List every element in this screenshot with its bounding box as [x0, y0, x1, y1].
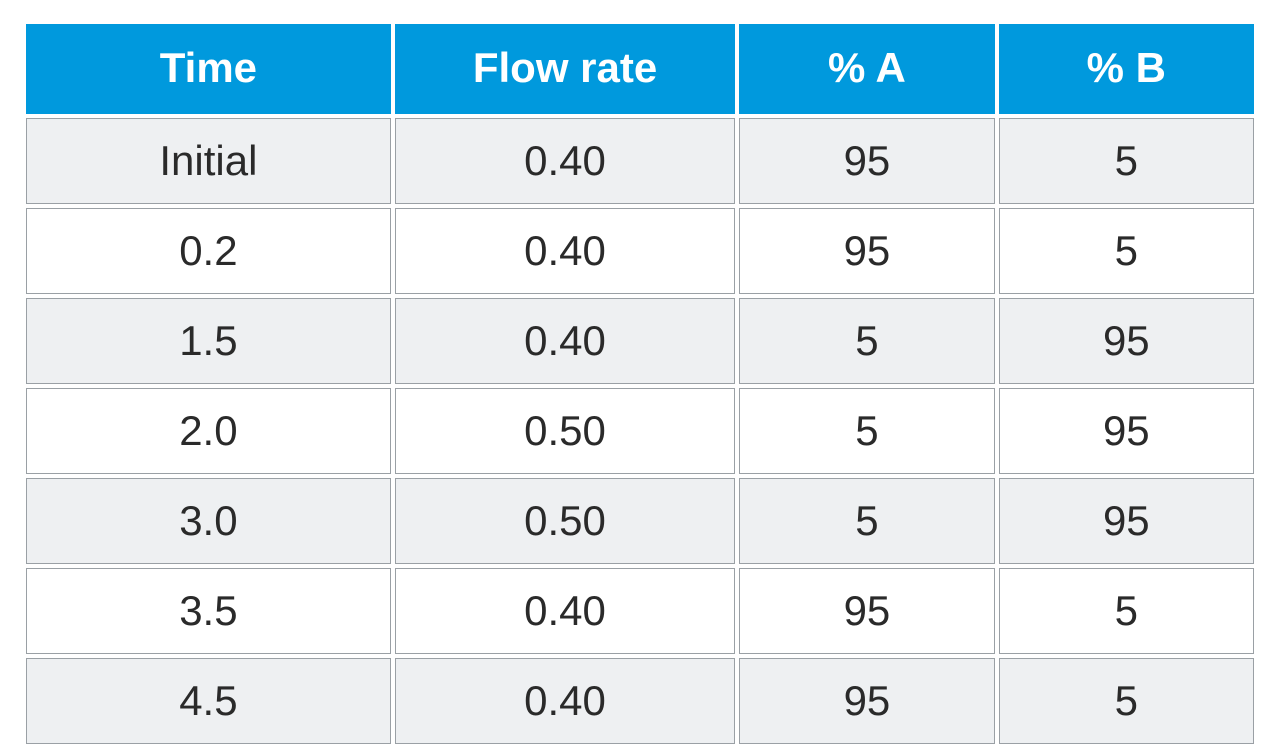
table-row: 3.0 0.50 5 95	[26, 478, 1254, 564]
col-header-pct-a: % A	[739, 24, 994, 114]
table-row: 1.5 0.40 5 95	[26, 298, 1254, 384]
table-header-row: Time Flow rate % A % B	[26, 24, 1254, 114]
cell-flowrate: 0.40	[395, 118, 735, 204]
gradient-table: Time Flow rate % A % B Initial 0.40 95 5…	[22, 20, 1258, 748]
col-header-flowrate: Flow rate	[395, 24, 735, 114]
cell-time: 0.2	[26, 208, 391, 294]
cell-pct-b: 95	[999, 388, 1254, 474]
cell-pct-b: 5	[999, 568, 1254, 654]
cell-time: 2.0	[26, 388, 391, 474]
cell-flowrate: 0.40	[395, 298, 735, 384]
cell-flowrate: 0.40	[395, 658, 735, 744]
cell-time: 3.0	[26, 478, 391, 564]
col-header-time: Time	[26, 24, 391, 114]
cell-pct-a: 5	[739, 478, 994, 564]
cell-pct-a: 5	[739, 388, 994, 474]
cell-pct-a: 95	[739, 118, 994, 204]
cell-pct-b: 95	[999, 298, 1254, 384]
table-row: Initial 0.40 95 5	[26, 118, 1254, 204]
cell-pct-b: 5	[999, 118, 1254, 204]
table-row: 4.5 0.40 95 5	[26, 658, 1254, 744]
cell-pct-a: 95	[739, 208, 994, 294]
cell-time: Initial	[26, 118, 391, 204]
cell-pct-a: 95	[739, 568, 994, 654]
cell-pct-b: 5	[999, 658, 1254, 744]
table-row: 0.2 0.40 95 5	[26, 208, 1254, 294]
cell-pct-a: 95	[739, 658, 994, 744]
cell-time: 1.5	[26, 298, 391, 384]
cell-time: 3.5	[26, 568, 391, 654]
cell-pct-b: 5	[999, 208, 1254, 294]
cell-time: 4.5	[26, 658, 391, 744]
cell-pct-a: 5	[739, 298, 994, 384]
cell-flowrate: 0.50	[395, 388, 735, 474]
cell-pct-b: 95	[999, 478, 1254, 564]
col-header-pct-b: % B	[999, 24, 1254, 114]
table-row: 2.0 0.50 5 95	[26, 388, 1254, 474]
cell-flowrate: 0.50	[395, 478, 735, 564]
cell-flowrate: 0.40	[395, 208, 735, 294]
table-row: 3.5 0.40 95 5	[26, 568, 1254, 654]
cell-flowrate: 0.40	[395, 568, 735, 654]
